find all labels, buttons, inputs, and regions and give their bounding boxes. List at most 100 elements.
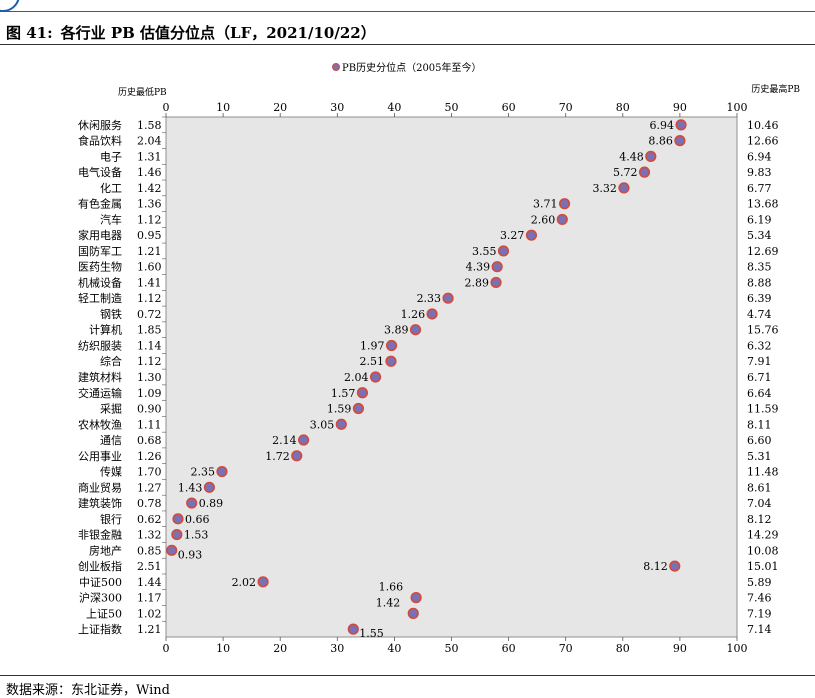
- bottom-tick-label: 40: [387, 642, 401, 655]
- chart-row: 银行 0.62 8.12 0.66: [100, 510, 772, 526]
- max-pb-value: 6.32: [747, 339, 772, 352]
- bottom-tick-label: 70: [559, 642, 573, 655]
- max-pb-value: 14.29: [747, 529, 779, 542]
- chart-row: 家用电器 0.95 5.34 3.27: [78, 227, 772, 242]
- industry-label: 中证500: [79, 576, 122, 589]
- max-pb-value: 5.31: [747, 450, 772, 463]
- bottom-tick-label: 30: [330, 642, 344, 655]
- min-pb-value: 1.36: [137, 198, 162, 211]
- chart-row: 休闲服务 1.58 10.46 6.94: [78, 116, 779, 132]
- max-pb-value: 5.34: [747, 229, 772, 242]
- percentile-point: [385, 339, 398, 352]
- rows: 休闲服务 1.58 10.46 6.94 食品饮料 2.04 12.66 8.86 电子 1.31…: [78, 116, 779, 640]
- percentile-point: [216, 465, 228, 478]
- chart-row: 商业贸易 1.27 8.61 1.43: [78, 479, 772, 494]
- axes: 0 0 10 10 20 20 30 30 40 40 50 50 60 60 70 70 80 80 90 90 10…: [163, 101, 748, 655]
- industry-label: 建筑材料: [78, 370, 122, 384]
- current-pb-label: 3.27: [500, 229, 525, 242]
- figure-title-text: 各行业 PB 估值分位点（LF，2021/10/22）: [60, 24, 376, 42]
- chart-row: 中证500 1.44 5.89 2.02: [79, 573, 772, 589]
- right-header: 历史最高PB: [751, 83, 800, 95]
- min-pb-value: 1.02: [137, 607, 162, 620]
- current-pb-label: 1.97: [360, 339, 385, 352]
- min-pb-value: 1.17: [137, 592, 162, 605]
- chart-row: 公用事业 1.26 5.31 1.72: [78, 447, 772, 463]
- industry-label: 银行: [100, 512, 122, 526]
- min-pb-value: 1.58: [137, 119, 162, 132]
- top-tick-label: 60: [502, 101, 516, 114]
- figure-number: 图 41:: [6, 24, 53, 42]
- bottom-tick-label: 0: [163, 642, 170, 655]
- current-pb-label: 1.59: [327, 403, 352, 416]
- chart-row: 计算机 1.85 15.76 3.89: [89, 321, 779, 337]
- current-pb-label: 2.51: [359, 355, 384, 368]
- percentile-point: [618, 182, 630, 194]
- top-tick-label: 20: [273, 101, 287, 114]
- percentile-point: [525, 229, 538, 241]
- top-tick-label: 40: [387, 101, 401, 114]
- industry-label: 创业板指: [78, 559, 122, 573]
- current-pb-label: 3.89: [384, 324, 409, 337]
- max-pb-value: 5.89: [747, 576, 772, 589]
- industry-label: 沪深300: [79, 591, 122, 605]
- max-pb-value: 11.59: [747, 403, 779, 416]
- current-pb-label: 2.33: [417, 292, 442, 305]
- min-pb-value: 2.51: [137, 560, 162, 573]
- current-pb-label: 0.93: [178, 548, 203, 561]
- chart-row: 食品饮料 2.04 12.66 8.86: [78, 132, 779, 148]
- percentile-point: [385, 355, 397, 367]
- current-pb-label: 5.72: [613, 166, 638, 179]
- current-pb-label: 2.04: [344, 371, 369, 384]
- current-pb-label: 2.14: [272, 434, 297, 447]
- industry-label: 非银金融: [78, 528, 122, 542]
- bottom-tick-label: 10: [216, 642, 230, 655]
- bottom-tick-label: 80: [616, 642, 630, 655]
- min-pb-value: 1.32: [137, 529, 162, 542]
- industry-label: 综合: [100, 354, 122, 368]
- percentile-point: [669, 560, 681, 572]
- plot-area: [165, 116, 738, 638]
- industry-label: 传媒: [100, 466, 122, 479]
- legend-marker: [332, 63, 340, 71]
- current-pb-label: 0.66: [185, 513, 210, 526]
- min-pb-value: 1.12: [137, 355, 162, 368]
- max-pb-value: 8.11: [747, 418, 772, 431]
- max-pb-value: 8.35: [747, 261, 772, 274]
- percentile-point: [490, 276, 502, 289]
- industry-label: 有色金属: [78, 197, 122, 211]
- chart-row: 电气设备 1.46 9.83 5.72: [78, 163, 772, 179]
- bottom-tick-label: 20: [273, 642, 287, 655]
- current-pb-label: 1.72: [265, 450, 290, 463]
- industry-label: 电气设备: [78, 165, 122, 179]
- percentile-point: [369, 371, 382, 383]
- industry-label: 国防军工: [78, 244, 122, 258]
- legend-label: PB历史分位点（2005年至今）: [342, 61, 482, 74]
- industry-label: 房地产: [89, 543, 122, 557]
- percentile-point: [558, 198, 571, 210]
- industry-label: 建筑装饰: [78, 496, 122, 510]
- current-pb-label: 1.55: [359, 627, 384, 640]
- chart-row: 汽车 1.12 6.19 2.60: [100, 211, 772, 226]
- industry-label: 交通运输: [78, 386, 122, 400]
- percentile-point: [347, 623, 359, 635]
- max-pb-value: 8.88: [747, 276, 772, 289]
- industry-label: 计算机: [89, 323, 122, 337]
- min-pb-value: 1.21: [137, 623, 162, 636]
- chart-row: 农林牧渔 1.11 8.11 3.05: [78, 416, 772, 431]
- current-pb-label: 1.43: [178, 481, 203, 494]
- min-pb-value: 0.78: [137, 497, 162, 510]
- top-tick-label: 50: [445, 101, 459, 114]
- max-pb-value: 9.83: [747, 166, 772, 179]
- current-pb-label: 3.32: [592, 182, 617, 195]
- chart-row: 综合 1.12 7.91 2.51: [100, 353, 772, 368]
- percentile-point: [638, 166, 651, 178]
- percentile-point: [410, 592, 422, 604]
- min-pb-value: 1.44: [137, 576, 162, 589]
- top-tick-label: 70: [559, 101, 573, 114]
- industry-label: 机械设备: [78, 275, 122, 289]
- industry-label: 上证指数: [78, 622, 122, 636]
- percentile-point: [335, 418, 347, 430]
- current-pb-label: 6.94: [650, 119, 675, 132]
- chart-row: 传媒 1.70 11.48 2.35: [100, 463, 779, 479]
- chart-row: 轻工制造 1.12 6.39 2.33: [78, 290, 772, 305]
